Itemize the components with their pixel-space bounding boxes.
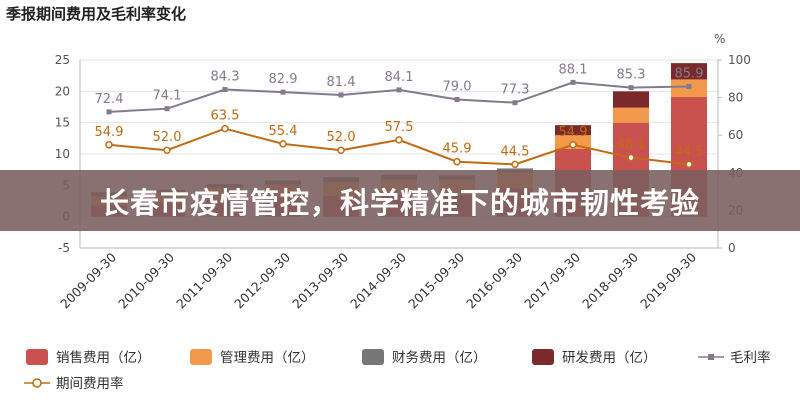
bar-segment [671, 63, 707, 80]
data-label: 54.9 [95, 125, 124, 140]
x-tick-label: 2016-09-30 [463, 249, 525, 311]
line-point [512, 100, 518, 106]
x-tick-label: 2017-09-30 [521, 249, 583, 311]
line-point [511, 160, 519, 169]
data-label: 74.1 [153, 89, 182, 104]
legend-item: 财务费用（亿） [362, 349, 487, 366]
right-tick-label: 100 [728, 53, 751, 67]
data-label: 77.3 [501, 83, 530, 98]
x-tick-label: 2010-09-30 [115, 249, 177, 311]
legend-label: 管理费用（亿） [220, 350, 315, 366]
data-label: 54.9 [559, 125, 588, 140]
line-point [570, 79, 576, 85]
line-point [280, 89, 286, 95]
data-label: 48.1 [617, 138, 646, 153]
legend-item: 管理费用（亿） [190, 349, 315, 366]
legend-swatch [190, 349, 212, 365]
data-label: 85.3 [617, 68, 646, 83]
line-point [337, 146, 345, 154]
x-tick-label: 2018-09-30 [579, 249, 641, 311]
data-label: 45.9 [443, 142, 472, 157]
line-point [395, 136, 403, 144]
left-tick-label: -5 [58, 241, 70, 255]
right-axis-unit: % [714, 32, 725, 46]
line-point [454, 96, 460, 102]
line-point [685, 160, 693, 169]
data-label: 79.0 [443, 79, 472, 94]
left-y-axis: -50510152025 [55, 53, 81, 255]
data-label: 55.4 [269, 124, 298, 139]
line-point [164, 106, 170, 112]
legend-marker [708, 354, 714, 360]
bar-segment [613, 107, 649, 123]
legend-swatch [26, 349, 48, 365]
x-tick-label: 2013-09-30 [289, 249, 351, 311]
line-point [105, 141, 113, 149]
x-tick-label: 2009-09-30 [57, 249, 119, 311]
line-point [627, 153, 635, 162]
x-axis: 2009-09-302010-09-302011-09-302012-09-30… [57, 247, 718, 311]
data-label: 52.0 [153, 130, 182, 145]
bar-segment [555, 125, 591, 136]
data-label: 85.9 [675, 67, 704, 82]
legend-swatch [532, 349, 554, 365]
left-tick-label: 25 [55, 53, 70, 67]
banner-text: 长春市疫情管控，科学精准下的城市韧性考验 [100, 186, 700, 220]
line-point [396, 87, 402, 93]
line-point [279, 140, 287, 148]
line-point [221, 124, 229, 133]
banner-background [0, 170, 800, 231]
chart-title: 季报期间费用及毛利率变化 [6, 5, 186, 23]
data-label: 72.4 [95, 92, 124, 107]
line-series: 72.4 74.1 84.3 82.9 81.4 84.1 79.0 77.3 88.1 85.3… [95, 62, 704, 169]
legend-item: 毛利率 [698, 349, 771, 366]
legend-label: 销售费用（亿） [56, 350, 151, 366]
right-tick-label: 60 [728, 128, 743, 142]
line-point [628, 85, 634, 91]
data-label: 88.1 [559, 62, 588, 77]
legend-item: 研发费用（亿） [532, 349, 657, 366]
left-tick-label: 20 [55, 84, 70, 98]
data-label: 63.5 [211, 109, 240, 124]
left-tick-label: 10 [55, 147, 70, 161]
line-point [106, 109, 112, 115]
line-point [686, 84, 692, 90]
legend-label: 研发费用（亿） [562, 350, 657, 366]
line-point [163, 146, 171, 154]
line-point [453, 157, 461, 166]
data-label: 84.3 [211, 70, 240, 85]
x-tick-label: 2015-09-30 [405, 249, 467, 311]
legend-label: 财务费用（亿） [392, 350, 487, 366]
line-point [338, 92, 344, 98]
data-label: 57.5 [385, 120, 414, 135]
right-tick-label: 80 [728, 91, 743, 105]
data-label: 84.1 [385, 70, 414, 85]
legend-item: 销售费用（亿） [26, 349, 151, 366]
legend-marker [32, 378, 42, 388]
x-tick-label: 2012-09-30 [231, 249, 293, 311]
data-label: 82.9 [269, 72, 298, 87]
line-point [569, 141, 577, 149]
legend-swatch [362, 349, 384, 365]
line-point [222, 87, 228, 93]
data-label: 44.5 [675, 144, 704, 159]
left-tick-label: 15 [55, 116, 70, 130]
headline-banner: 长春市疫情管控，科学精准下的城市韧性考验 [0, 170, 800, 231]
bar-segment [613, 91, 649, 108]
data-label: 52.0 [327, 130, 356, 145]
x-tick-label: 2019-09-30 [637, 249, 699, 311]
series-line [108, 81, 690, 113]
legend-label: 期间费用率 [56, 375, 124, 392]
data-label: 44.5 [501, 144, 530, 159]
legend-item: 期间费用率 [24, 375, 124, 392]
x-tick-label: 2011-09-30 [173, 249, 235, 311]
data-label: 81.4 [327, 75, 356, 90]
legend-label: 毛利率 [730, 349, 771, 366]
x-tick-label: 2014-09-30 [347, 249, 409, 311]
right-tick-label: 0 [728, 241, 736, 255]
